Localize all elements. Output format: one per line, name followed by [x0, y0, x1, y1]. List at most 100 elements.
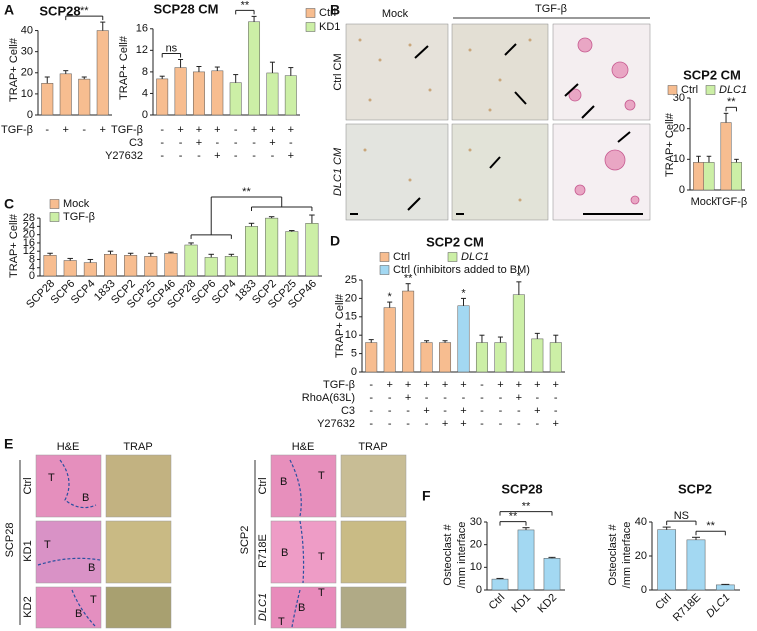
- row-label: Ctrl: [22, 477, 34, 494]
- error-bar: [696, 155, 701, 163]
- bar: [104, 254, 117, 277]
- error-bar: [148, 252, 154, 257]
- error-bar: [127, 252, 134, 256]
- condition-sign: -: [554, 405, 558, 417]
- error-bar: [178, 58, 184, 68]
- condition-sign: -: [388, 418, 392, 430]
- bar: [192, 71, 205, 116]
- y-axis-label: /mm interface: [456, 522, 468, 589]
- significance-bracket: [499, 521, 527, 526]
- condition-sign: -: [517, 418, 521, 430]
- arrows: [407, 43, 631, 211]
- panel-e-images: H&E TRAP H&E TRAP SCP28 Ctrl KD1 KD2 SCP…: [4, 441, 407, 629]
- condition-sign: +: [460, 405, 466, 417]
- condition-sign: -: [480, 379, 484, 391]
- y-tick-label: 0: [351, 366, 357, 378]
- bar: [420, 342, 433, 373]
- bar: [245, 226, 258, 277]
- error-bar: [706, 155, 712, 163]
- condition-sign: -: [499, 418, 503, 430]
- error-bar: [47, 252, 53, 256]
- error-bar: [522, 527, 530, 530]
- condition-sign: +: [534, 405, 540, 417]
- condition-sign: +: [269, 137, 275, 149]
- legend-swatch: [379, 252, 390, 262]
- condition-label: TGF-β: [1, 124, 33, 136]
- y-tick-label: 10: [21, 88, 33, 100]
- condition-sign: -: [462, 392, 466, 404]
- bar: [144, 256, 158, 277]
- error-bar: [248, 222, 255, 227]
- x-tick-label: DLC1: [704, 592, 732, 620]
- significance-label: *: [517, 271, 522, 283]
- y-axis-label: /mm interface: [621, 522, 633, 589]
- error-bar: [214, 66, 220, 71]
- condition-sign: +: [534, 379, 540, 391]
- condition-label: Y27632: [105, 150, 143, 162]
- tissue-label: T: [318, 551, 325, 563]
- row-header: DLC1 CM: [332, 147, 344, 196]
- bar: [475, 342, 488, 373]
- significance-label: **: [242, 186, 251, 198]
- x-tick-label: TGF-β: [715, 196, 747, 208]
- y-axis-label: TRAP+ Cell#: [8, 213, 20, 278]
- condition-sign: +: [63, 124, 69, 136]
- condition-sign: +: [196, 137, 202, 149]
- condition-sign: -: [369, 418, 373, 430]
- significance-bracket: [725, 106, 737, 112]
- condition-sign: +: [497, 379, 503, 391]
- micrograph: [451, 23, 549, 121]
- condition-label: RhoA(63L): [302, 392, 355, 404]
- chart-title: SCP2: [678, 481, 712, 496]
- condition-sign: +: [405, 392, 411, 404]
- tissue-label: T: [318, 587, 325, 599]
- significance-bracket: [65, 15, 104, 21]
- error-bar: [228, 253, 235, 257]
- legend-swatch: [705, 85, 716, 95]
- condition-sign: +: [553, 418, 559, 430]
- error-bar: [442, 340, 448, 343]
- condition-sign: +: [442, 418, 448, 430]
- bar: [124, 255, 138, 277]
- y-tick-label: 16: [23, 237, 35, 249]
- legend-swatch: [305, 8, 316, 18]
- bar: [224, 256, 238, 277]
- condition-label: C3: [341, 405, 355, 417]
- legend-label: Mock: [63, 198, 90, 210]
- tissue-label: T: [48, 472, 55, 484]
- error-bar: [309, 214, 315, 224]
- bar: [383, 307, 396, 373]
- y-tick-label: 20: [673, 123, 685, 135]
- condition-sign: -: [369, 392, 373, 404]
- error-bar: [233, 74, 239, 83]
- y-tick-label: 20: [470, 539, 482, 551]
- condition-label: Y27632: [317, 418, 355, 430]
- error-bar: [516, 281, 522, 295]
- bar: [494, 342, 507, 373]
- bar: [731, 162, 742, 191]
- y-tick-label: 16: [136, 23, 148, 35]
- condition-sign: +: [460, 418, 466, 430]
- legend-label: DLC1: [461, 251, 489, 263]
- bar: [211, 70, 224, 116]
- bar: [517, 529, 535, 591]
- row-label: KD2: [22, 596, 34, 617]
- error-bar: [368, 339, 374, 343]
- condition-sign: -: [215, 137, 219, 149]
- bar: [549, 342, 562, 373]
- legend-label: Ctrl: [319, 7, 336, 19]
- bar: [657, 529, 677, 591]
- bar: [59, 73, 72, 116]
- condition-sign: +: [442, 379, 448, 391]
- histology-tiles: [35, 454, 407, 629]
- y-tick-label: 30: [470, 516, 482, 528]
- bar: [204, 257, 218, 277]
- y-tick-label: 0: [476, 584, 482, 596]
- y-axis-label: Osteoclast #: [442, 524, 454, 586]
- significance-bracket: [190, 196, 313, 239]
- bar: [491, 578, 509, 591]
- column-header: TRAP: [123, 441, 152, 453]
- bar: [703, 162, 715, 191]
